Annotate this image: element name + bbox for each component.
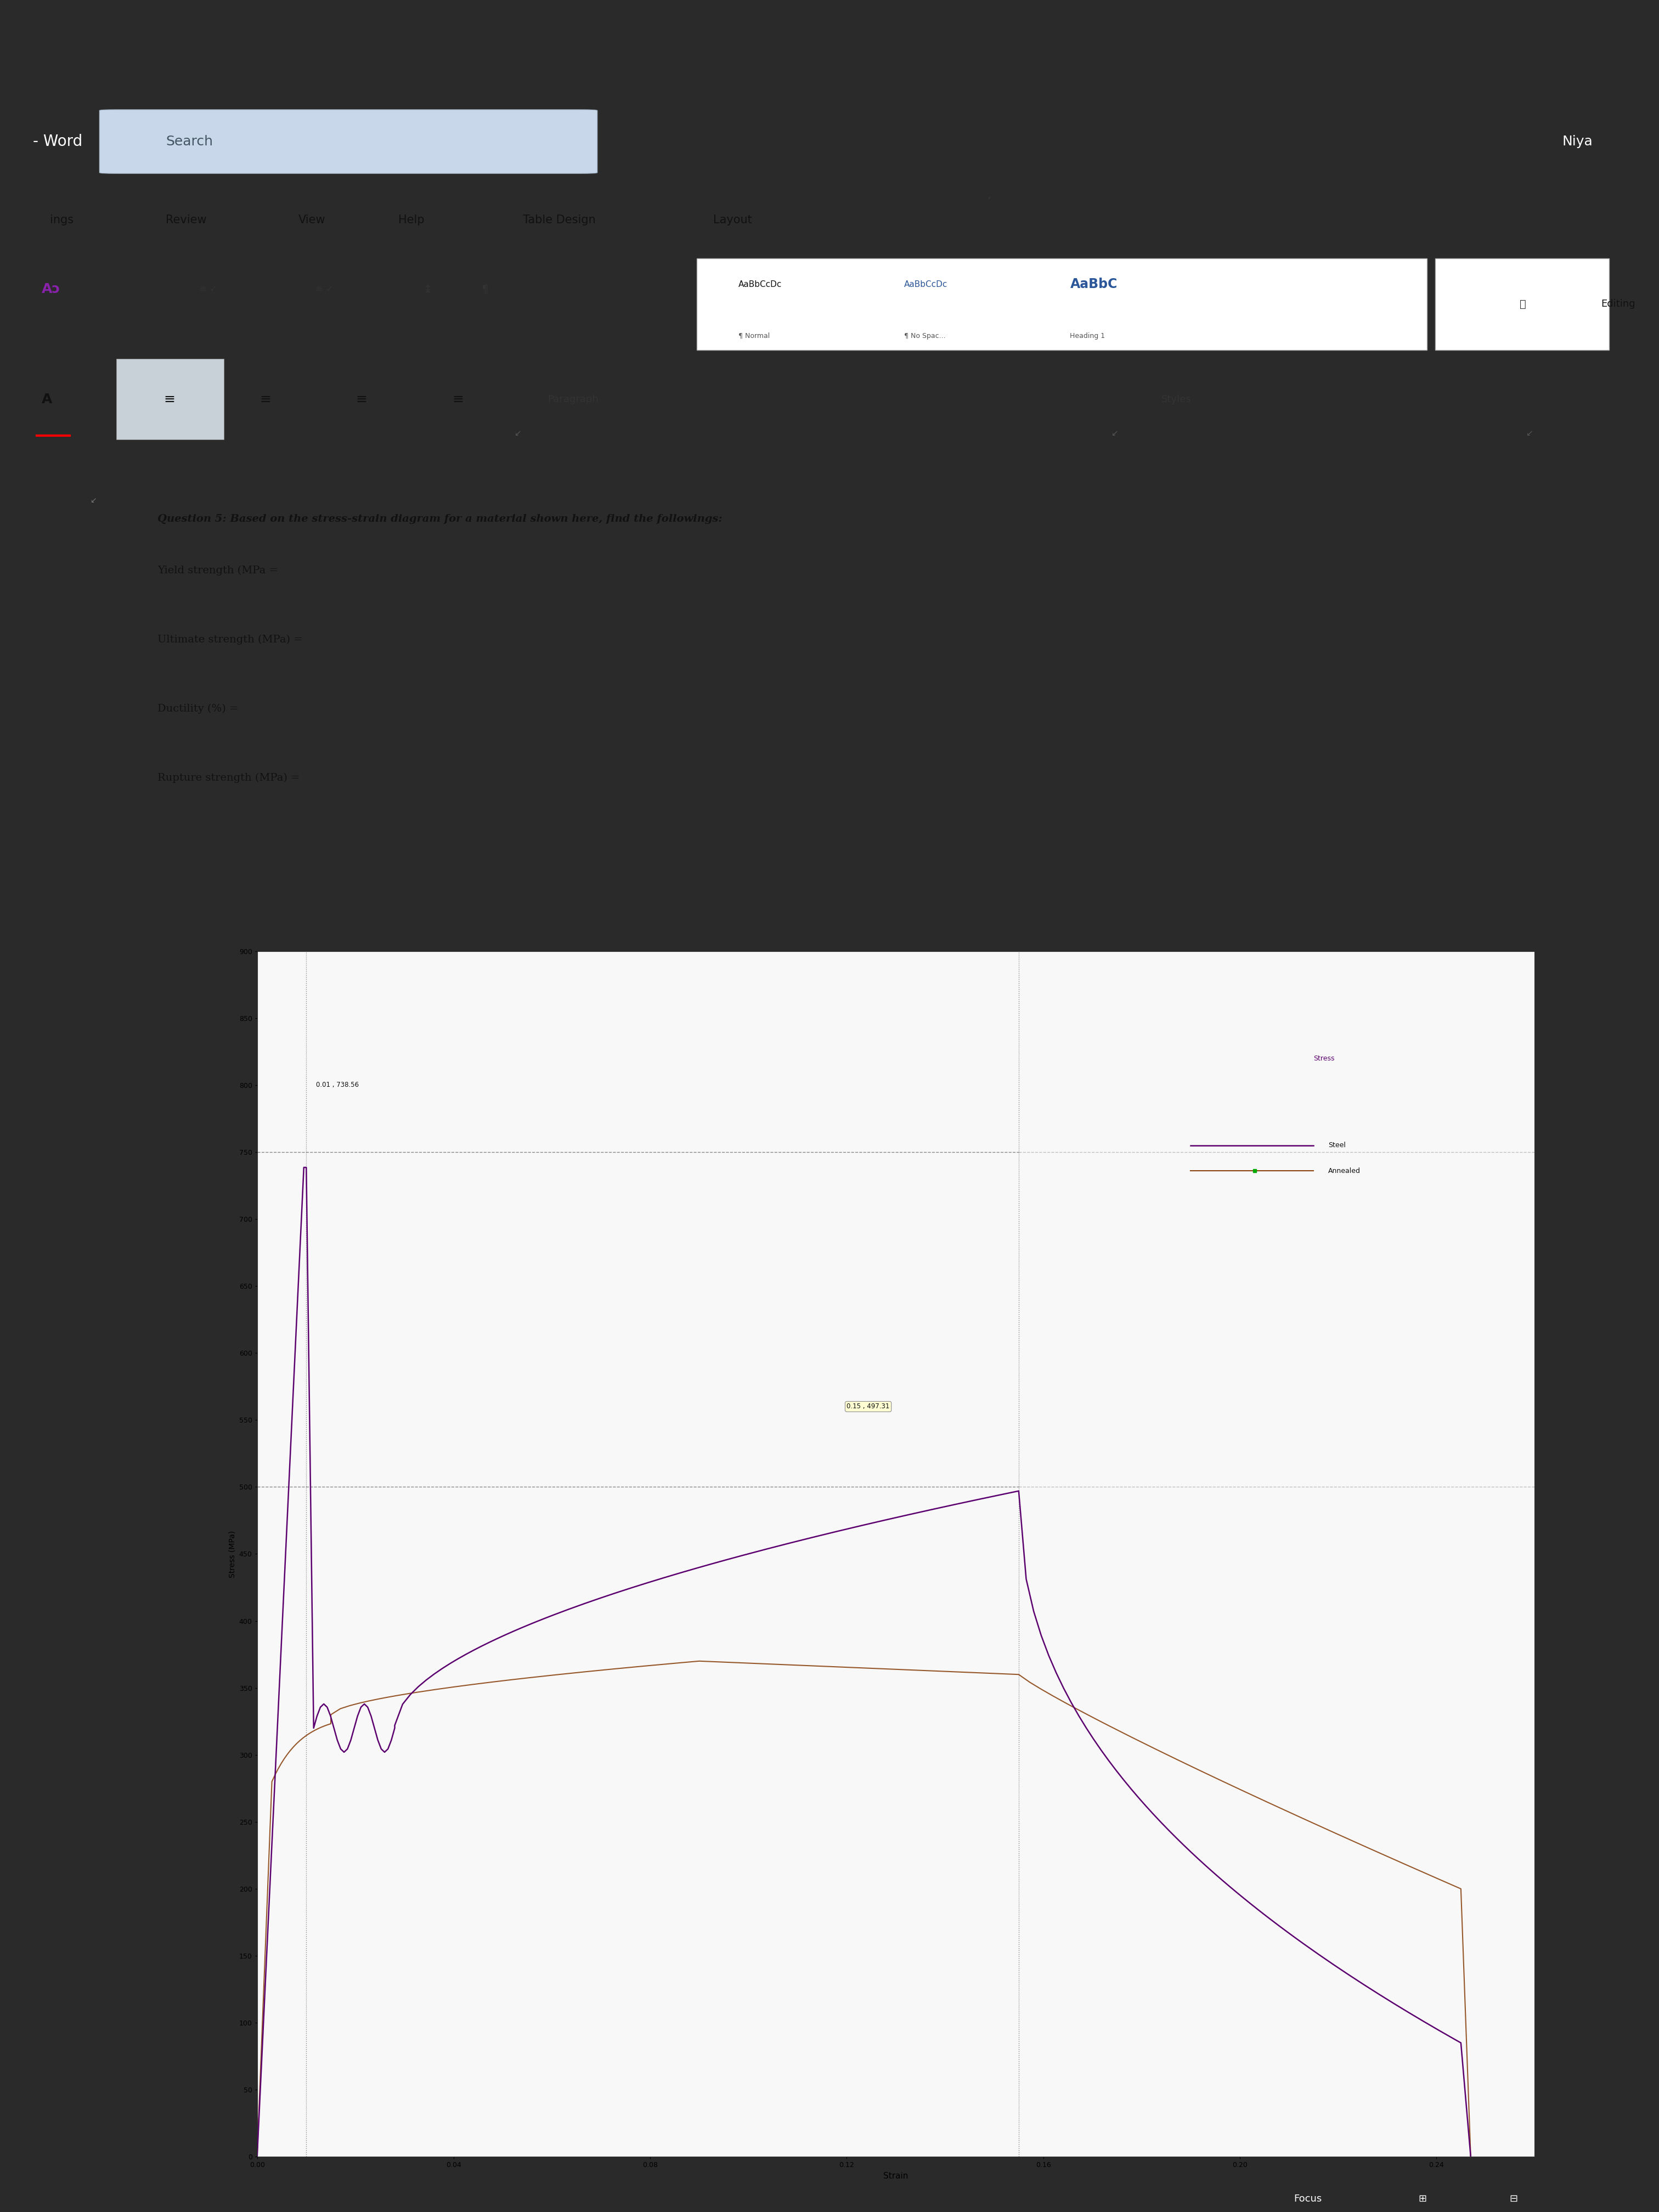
Text: Editing: Editing xyxy=(1601,299,1636,310)
Text: Niya: Niya xyxy=(1563,135,1593,148)
FancyBboxPatch shape xyxy=(116,358,224,440)
Text: Styles: Styles xyxy=(1161,394,1191,405)
Text: AaBbC: AaBbC xyxy=(1070,279,1118,290)
Text: 0.15 , 497.31: 0.15 , 497.31 xyxy=(846,1402,889,1411)
Text: Paragraph: Paragraph xyxy=(547,394,599,405)
Text: Ultimate strength (MPa) =: Ultimate strength (MPa) = xyxy=(158,635,304,644)
Text: ↙: ↙ xyxy=(1112,429,1118,438)
Text: ↙: ↙ xyxy=(90,498,96,504)
Text: •: • xyxy=(987,195,992,201)
Text: ings: ings xyxy=(50,215,73,226)
Text: A: A xyxy=(41,394,51,405)
Text: AaBbCcDc: AaBbCcDc xyxy=(904,281,947,288)
Text: Heading 1: Heading 1 xyxy=(1070,332,1105,341)
Text: Rupture strength (MPa) =: Rupture strength (MPa) = xyxy=(158,772,300,783)
Text: ¶ No Spac...: ¶ No Spac... xyxy=(904,332,946,341)
Text: View: View xyxy=(299,215,325,226)
Text: Review: Review xyxy=(166,215,207,226)
Text: Yield strength (MPa =: Yield strength (MPa = xyxy=(158,566,279,575)
Text: ≡: ≡ xyxy=(453,394,463,405)
Text: 0.01 , 738.56: 0.01 , 738.56 xyxy=(317,1082,358,1088)
Text: Steel: Steel xyxy=(1329,1141,1345,1148)
Text: Stress: Stress xyxy=(1314,1055,1334,1062)
FancyBboxPatch shape xyxy=(1435,259,1609,349)
Text: ≡: ≡ xyxy=(357,394,367,405)
FancyBboxPatch shape xyxy=(697,259,1427,349)
Text: ≡: ≡ xyxy=(164,394,174,405)
Text: Help: Help xyxy=(398,215,425,226)
X-axis label: Strain: Strain xyxy=(883,2172,909,2181)
Text: ≡ ✓: ≡ ✓ xyxy=(315,285,333,294)
Text: ¶: ¶ xyxy=(481,283,488,294)
Text: Table Design: Table Design xyxy=(523,215,596,226)
Text: ↙: ↙ xyxy=(514,429,521,438)
Text: ↨: ↨ xyxy=(423,283,431,294)
Text: Question 5: Based on the stress-strain diagram for a material shown here, find t: Question 5: Based on the stress-strain d… xyxy=(158,513,723,524)
Text: ¶ Normal: ¶ Normal xyxy=(738,332,770,341)
Y-axis label: Stress (MPa): Stress (MPa) xyxy=(229,1531,236,1577)
Text: Aↄ: Aↄ xyxy=(41,283,60,296)
Text: Search: Search xyxy=(166,135,212,148)
Text: Annealed: Annealed xyxy=(1329,1168,1360,1175)
Text: ≡: ≡ xyxy=(260,394,270,405)
Text: AaBbCcDc: AaBbCcDc xyxy=(738,281,781,288)
Text: ⊟: ⊟ xyxy=(1510,2194,1518,2203)
Text: Layout: Layout xyxy=(713,215,752,226)
Text: ↙: ↙ xyxy=(1526,429,1533,438)
Text: 🔍: 🔍 xyxy=(1520,299,1526,310)
FancyBboxPatch shape xyxy=(100,111,597,173)
Text: - Word: - Word xyxy=(33,135,83,148)
Text: ≡ ✓: ≡ ✓ xyxy=(199,285,217,294)
Text: ⊞: ⊞ xyxy=(1418,2194,1427,2203)
Text: Ductility (%) =: Ductility (%) = xyxy=(158,703,239,714)
Text: Focus: Focus xyxy=(1294,2194,1322,2203)
